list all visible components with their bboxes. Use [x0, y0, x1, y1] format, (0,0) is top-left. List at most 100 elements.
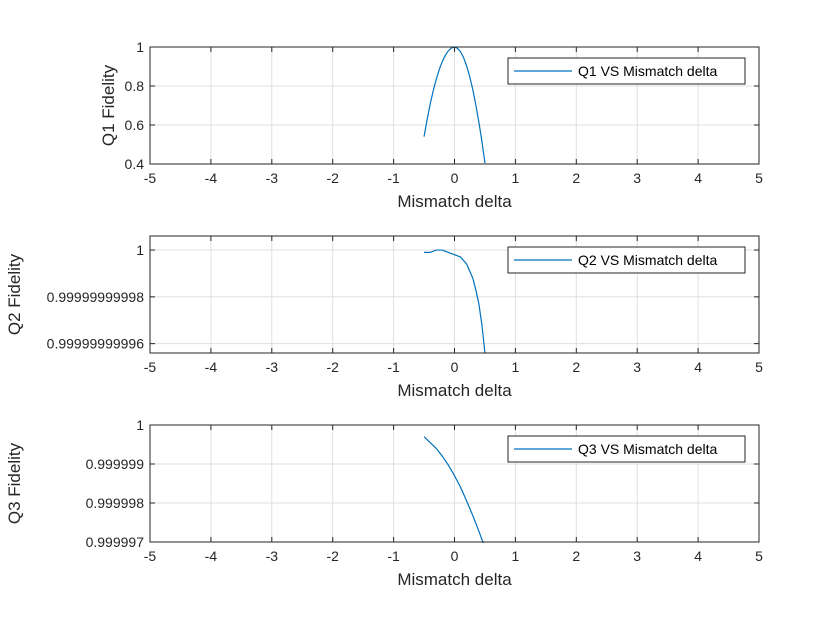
x-axis-label: Mismatch delta — [397, 192, 512, 211]
legend-entry: Q3 VS Mismatch delta — [578, 441, 717, 457]
data-point — [448, 252, 449, 253]
data-point — [472, 515, 473, 516]
data-point — [448, 465, 449, 466]
x-tick-label: -5 — [144, 170, 157, 186]
data-point — [460, 51, 461, 52]
x-tick-label: -4 — [205, 548, 218, 564]
data-point — [423, 252, 424, 253]
data-point — [442, 61, 443, 62]
legend-entry: Q2 VS Mismatch delta — [578, 252, 717, 268]
data-point — [466, 500, 467, 501]
x-tick-label: 0 — [451, 359, 459, 375]
y-tick-label: 1 — [136, 39, 144, 55]
y-tick-label: 0.8 — [125, 78, 145, 94]
data-point — [436, 79, 437, 80]
x-tick-label: 4 — [694, 170, 702, 186]
data-point — [460, 256, 461, 257]
subplot-3: -5 -4 -3 -2 -1 0 1 2 3 4 5 0.999997 0.999998 0.999999… — [5, 417, 763, 589]
x-tick-label: -2 — [326, 548, 339, 564]
data-point — [472, 89, 473, 90]
x-tick-label: 0 — [451, 548, 459, 564]
x-tick-label: -3 — [266, 170, 279, 186]
data-point — [460, 487, 461, 488]
x-tick-label: 3 — [633, 548, 641, 564]
x-tick-label: 3 — [633, 170, 641, 186]
data-point — [472, 278, 473, 279]
x-tick-label: -2 — [326, 170, 339, 186]
data-point — [423, 436, 424, 437]
data-point — [451, 47, 452, 48]
series-line-3 — [423, 436, 484, 543]
data-point — [463, 57, 464, 58]
y-tick-label: 0.999999 — [86, 456, 145, 472]
y-tick-label: 0.99999999996 — [47, 336, 145, 352]
legend-entry: Q1 VS Mismatch delta — [578, 63, 717, 79]
x-tick-label: 5 — [755, 548, 763, 564]
data-point — [439, 69, 440, 70]
y-tick-label: 0.4 — [125, 156, 145, 172]
data-point — [430, 104, 431, 105]
x-tick-label: 2 — [572, 548, 580, 564]
x-tick-label: 3 — [633, 359, 641, 375]
data-point — [481, 141, 482, 142]
x-tick-label: -2 — [326, 359, 339, 375]
x-tick-label: 0 — [451, 170, 459, 186]
x-tick-label: -1 — [387, 548, 400, 564]
x-tick-label: 2 — [572, 359, 580, 375]
y-tick-label: 0.999998 — [86, 495, 145, 511]
data-point — [423, 136, 424, 137]
y-axis-label: Q3 Fidelity — [5, 442, 24, 524]
x-tick-label: -1 — [387, 359, 400, 375]
x-tick-label: -3 — [266, 548, 279, 564]
y-axis-label: Q1 Fidelity — [99, 64, 118, 146]
x-tick-label: 5 — [755, 170, 763, 186]
data-point — [478, 121, 479, 122]
x-tick-label: -4 — [205, 359, 218, 375]
x-tick-label: -5 — [144, 548, 157, 564]
data-point — [436, 249, 437, 250]
x-tick-label: 1 — [512, 548, 520, 564]
data-point — [442, 456, 443, 457]
legend: Q1 VS Mismatch delta — [507, 57, 746, 85]
y-tick-label: 1 — [136, 417, 144, 433]
x-tick-label: -4 — [205, 170, 218, 186]
x-axis-label: Mismatch delta — [397, 381, 512, 400]
x-tick-label: -1 — [387, 170, 400, 186]
data-point — [436, 448, 437, 449]
data-point — [478, 303, 479, 304]
series-line-2 — [424, 249, 486, 354]
subplot-2: -5 -4 -3 -2 -1 0 1 2 3 4 5 0.99999999996 0.999999999… — [5, 235, 763, 400]
data-point — [448, 50, 449, 51]
data-point — [481, 324, 482, 325]
data-point — [430, 442, 431, 443]
x-tick-label: 1 — [512, 359, 520, 375]
x-tick-label: 1 — [512, 170, 520, 186]
data-point — [484, 162, 485, 163]
data-point — [466, 263, 467, 264]
data-point — [475, 289, 476, 290]
legend: Q3 VS Mismatch delta — [507, 435, 746, 463]
data-point — [469, 76, 470, 77]
x-tick-label: 5 — [755, 359, 763, 375]
data-point — [475, 104, 476, 105]
data-point — [433, 90, 434, 91]
data-point — [457, 48, 458, 49]
data-point — [454, 475, 455, 476]
x-tick-label: -5 — [144, 359, 157, 375]
y-tick-label: 1 — [136, 242, 144, 258]
x-tick-label: -3 — [266, 359, 279, 375]
x-tick-label: 4 — [694, 548, 702, 564]
legend: Q2 VS Mismatch delta — [507, 246, 746, 274]
y-axis-label: Q2 Fidelity — [5, 253, 24, 335]
data-point — [445, 55, 446, 56]
y-tick-label: 0.999997 — [86, 534, 145, 550]
data-point — [426, 119, 427, 120]
y-tick-label: 0.99999999998 — [47, 289, 145, 305]
x-tick-label: 4 — [694, 359, 702, 375]
y-tick-label: 0.6 — [125, 117, 145, 133]
data-point — [454, 254, 455, 255]
data-point — [430, 252, 431, 253]
x-tick-label: 2 — [572, 170, 580, 186]
